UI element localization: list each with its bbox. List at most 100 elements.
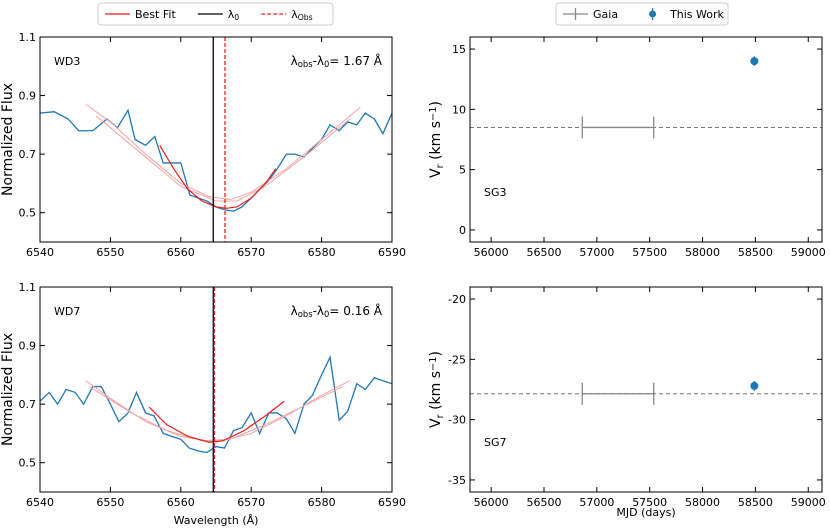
x-tick-label: 57500 bbox=[632, 246, 667, 259]
data-point bbox=[750, 381, 759, 390]
x-tick-label: 56000 bbox=[474, 496, 509, 509]
text-part: V bbox=[428, 418, 444, 428]
text-part: (km s bbox=[428, 371, 444, 414]
text-part: 0 bbox=[324, 59, 329, 69]
x-tick-label: 6580 bbox=[308, 496, 336, 509]
x-tick-label: 6560 bbox=[167, 496, 195, 509]
y-axis-label: Normalized Flux bbox=[0, 83, 16, 196]
axes-frame bbox=[469, 36, 823, 243]
x-tick-label: 58000 bbox=[685, 246, 720, 259]
x-tick-label: 6590 bbox=[378, 246, 406, 259]
x-tick-label: 56500 bbox=[526, 496, 561, 509]
data-point bbox=[750, 57, 759, 66]
text-part: ) bbox=[428, 351, 444, 356]
y-tick-label: -25 bbox=[448, 353, 466, 366]
y-tick-label: -20 bbox=[448, 293, 466, 306]
x-tick-label: 6560 bbox=[167, 246, 195, 259]
y-tick-label: -35 bbox=[448, 474, 466, 487]
text-part: λ bbox=[291, 304, 298, 318]
spectrum-line bbox=[159, 145, 277, 209]
y-tick-label: 5 bbox=[459, 164, 466, 177]
text-part: obs bbox=[298, 59, 313, 69]
text-part: -λ bbox=[313, 54, 324, 68]
legend-label: Best Fit bbox=[135, 8, 176, 21]
y-tick-label: 0.5 bbox=[19, 207, 37, 220]
x-tick-label: 6570 bbox=[237, 496, 265, 509]
x-tick-label: 6570 bbox=[237, 246, 265, 259]
x-tick-label: 6540 bbox=[26, 246, 54, 259]
x-tick-label: 58500 bbox=[738, 246, 773, 259]
text-part: λ bbox=[291, 54, 298, 68]
x-tick-label: 56500 bbox=[526, 246, 561, 259]
x-tick-label: 6580 bbox=[308, 246, 336, 259]
x-tick-label: 6550 bbox=[96, 496, 124, 509]
spectrum-line bbox=[148, 400, 285, 443]
text-part: Obs bbox=[298, 13, 313, 22]
spectrum-line bbox=[89, 386, 343, 442]
spectrum-line bbox=[40, 108, 392, 212]
x-tick-label: 58000 bbox=[685, 496, 720, 509]
plot-area bbox=[470, 56, 822, 139]
axes-frame bbox=[39, 286, 393, 493]
x-tick-label: 6590 bbox=[378, 496, 406, 509]
text-part: Normalized Flux bbox=[0, 333, 16, 446]
y-tick-label: 0.5 bbox=[19, 457, 37, 470]
y-tick-label: 1.1 bbox=[19, 31, 37, 44]
text-part: = 0.16 Å bbox=[329, 303, 382, 318]
legend-label: λ0 bbox=[228, 8, 240, 22]
text-part: Normalized Flux bbox=[0, 83, 16, 196]
legend-label: This Work bbox=[669, 8, 724, 21]
x-tick-label: 58500 bbox=[738, 496, 773, 509]
y-tick-label: 1.1 bbox=[19, 281, 37, 294]
legend-swatch bbox=[649, 10, 657, 18]
text-part: = 1.67 Å bbox=[329, 53, 382, 68]
x-tick-label: 57500 bbox=[632, 496, 667, 509]
y-tick-label: 15 bbox=[452, 43, 466, 56]
text-part: 0 bbox=[324, 309, 329, 319]
panel-label: WD3 bbox=[54, 55, 80, 68]
y-axis-label: Vr (km s−1) bbox=[428, 101, 446, 178]
annotation: λobs-λ0= 1.67 Å bbox=[291, 53, 383, 69]
text-part: −1 bbox=[428, 107, 439, 121]
text-part: (km s bbox=[428, 121, 444, 164]
spectrum-line bbox=[85, 103, 361, 201]
text-part: λ bbox=[228, 8, 235, 21]
y-tick-label: 0 bbox=[459, 224, 466, 237]
spectrum-line bbox=[96, 115, 351, 202]
panel-label: SG3 bbox=[484, 186, 507, 199]
x-tick-label: 6550 bbox=[96, 246, 124, 259]
y-tick-label: 0.7 bbox=[19, 148, 37, 161]
legend-label: Gaia bbox=[593, 8, 618, 21]
y-tick-label: 0.7 bbox=[19, 398, 37, 411]
spectrum-line bbox=[40, 355, 392, 454]
x-axis-label: Wavelength (Å) bbox=[174, 514, 259, 527]
x-tick-label: 56000 bbox=[474, 246, 509, 259]
plot-area bbox=[40, 287, 392, 492]
text-part: V bbox=[428, 168, 444, 178]
text-part: λ bbox=[291, 8, 298, 21]
y-tick-label: 0.9 bbox=[19, 90, 37, 103]
text-part: r bbox=[435, 413, 446, 418]
plot-area bbox=[470, 381, 822, 405]
panel-label: WD7 bbox=[54, 305, 80, 318]
y-tick-label: -30 bbox=[448, 414, 466, 427]
annotation: λobs-λ0= 0.16 Å bbox=[291, 303, 383, 319]
x-tick-label: 59000 bbox=[791, 496, 826, 509]
x-tick-label: 57000 bbox=[579, 496, 614, 509]
x-tick-label: 57000 bbox=[579, 246, 614, 259]
y-tick-label: 10 bbox=[452, 103, 466, 116]
text-part: -λ bbox=[313, 304, 324, 318]
x-axis-label: MJD (days) bbox=[616, 506, 675, 519]
legend-label: λObs bbox=[291, 8, 312, 22]
x-tick-label: 6540 bbox=[26, 496, 54, 509]
axes-frame bbox=[469, 286, 823, 493]
panel-label: SG7 bbox=[484, 436, 507, 449]
text-part: obs bbox=[298, 309, 313, 319]
plot-area bbox=[40, 37, 392, 242]
text-part: r bbox=[435, 163, 446, 168]
text-part: 0 bbox=[234, 13, 239, 22]
spectrum-line bbox=[85, 380, 350, 443]
x-tick-label: 59000 bbox=[791, 246, 826, 259]
